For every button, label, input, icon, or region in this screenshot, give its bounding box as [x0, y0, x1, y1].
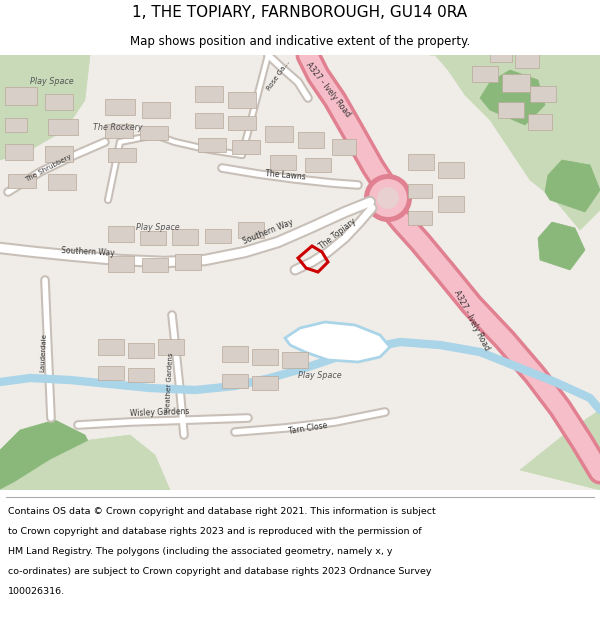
- Text: Tarn Close: Tarn Close: [288, 421, 328, 436]
- Circle shape: [377, 187, 399, 209]
- Text: Lauderdale: Lauderdale: [39, 332, 47, 372]
- Bar: [498, 102, 524, 118]
- Polygon shape: [480, 70, 545, 125]
- Text: Play Space: Play Space: [136, 224, 180, 232]
- Text: 1, THE TOPIARY, FARNBOROUGH, GU14 0RA: 1, THE TOPIARY, FARNBOROUGH, GU14 0RA: [133, 4, 467, 19]
- Bar: [305, 158, 331, 172]
- Circle shape: [369, 179, 407, 217]
- Text: HM Land Registry. The polygons (including the associated geometry, namely x, y: HM Land Registry. The polygons (includin…: [8, 547, 392, 556]
- Bar: [158, 339, 184, 355]
- Text: The Lawns: The Lawns: [265, 169, 305, 181]
- Polygon shape: [285, 322, 390, 362]
- Bar: [530, 86, 556, 102]
- Bar: [515, 54, 539, 68]
- Bar: [238, 222, 264, 238]
- Bar: [140, 231, 166, 245]
- Text: Play Space: Play Space: [30, 78, 74, 86]
- Bar: [140, 126, 168, 140]
- Bar: [502, 74, 530, 92]
- Polygon shape: [0, 435, 170, 490]
- Circle shape: [364, 174, 412, 222]
- Bar: [270, 155, 296, 170]
- Polygon shape: [430, 55, 600, 230]
- Bar: [408, 184, 432, 198]
- Text: 100026316.: 100026316.: [8, 587, 65, 596]
- Bar: [205, 229, 231, 243]
- Bar: [222, 346, 248, 362]
- Text: Map shows position and indicative extent of the property.: Map shows position and indicative extent…: [130, 35, 470, 48]
- Bar: [408, 154, 434, 170]
- Bar: [48, 174, 76, 190]
- Bar: [48, 119, 78, 135]
- Polygon shape: [538, 222, 585, 270]
- Bar: [105, 99, 135, 115]
- Text: A327 - Ively Road: A327 - Ively Road: [304, 61, 352, 119]
- Text: Southern Way: Southern Way: [242, 217, 295, 246]
- Bar: [265, 126, 293, 142]
- Bar: [408, 211, 432, 225]
- Bar: [438, 196, 464, 212]
- Text: Play Space: Play Space: [298, 371, 342, 379]
- Bar: [298, 132, 324, 148]
- Bar: [105, 124, 133, 138]
- Bar: [438, 162, 464, 178]
- Text: to Crown copyright and database rights 2023 and is reproduced with the permissio: to Crown copyright and database rights 2…: [8, 527, 422, 536]
- Bar: [5, 87, 37, 105]
- Bar: [108, 148, 136, 162]
- Polygon shape: [0, 55, 90, 160]
- Text: Contains OS data © Crown copyright and database right 2021. This information is : Contains OS data © Crown copyright and d…: [8, 507, 436, 516]
- Bar: [142, 102, 170, 118]
- Bar: [108, 226, 134, 242]
- Bar: [5, 144, 33, 160]
- Bar: [222, 374, 248, 388]
- Bar: [98, 339, 124, 355]
- Bar: [198, 138, 226, 152]
- Bar: [45, 94, 73, 110]
- Bar: [228, 116, 256, 130]
- Bar: [175, 254, 201, 270]
- Text: Rose Ga...: Rose Ga...: [265, 59, 290, 91]
- Bar: [98, 366, 124, 380]
- Text: Southern Way: Southern Way: [61, 246, 115, 258]
- Bar: [252, 349, 278, 365]
- Text: The Rockery: The Rockery: [93, 124, 143, 132]
- Bar: [232, 140, 260, 154]
- Text: Wisley Gardens: Wisley Gardens: [130, 406, 190, 418]
- Polygon shape: [500, 55, 600, 110]
- Text: The Shrubbery: The Shrubbery: [24, 153, 72, 182]
- Bar: [172, 229, 198, 245]
- Bar: [108, 256, 134, 272]
- Bar: [332, 139, 356, 155]
- Text: co-ordinates) are subject to Crown copyright and database rights 2023 Ordnance S: co-ordinates) are subject to Crown copyr…: [8, 567, 431, 576]
- Bar: [128, 343, 154, 358]
- Bar: [252, 376, 278, 390]
- Polygon shape: [545, 160, 600, 212]
- Bar: [282, 352, 308, 368]
- Bar: [472, 66, 498, 82]
- Bar: [528, 114, 552, 130]
- Text: The Topiary: The Topiary: [318, 217, 358, 251]
- Bar: [490, 48, 512, 62]
- Bar: [195, 86, 223, 102]
- Text: A327 - Ively Road: A327 - Ively Road: [452, 288, 492, 352]
- Bar: [5, 118, 27, 132]
- Bar: [142, 258, 168, 272]
- Bar: [8, 174, 36, 188]
- Bar: [228, 92, 256, 108]
- Text: Heather Gardens: Heather Gardens: [166, 352, 175, 412]
- Bar: [45, 146, 73, 162]
- Bar: [128, 368, 154, 382]
- Bar: [195, 113, 223, 128]
- Polygon shape: [520, 410, 600, 490]
- Polygon shape: [0, 420, 100, 490]
